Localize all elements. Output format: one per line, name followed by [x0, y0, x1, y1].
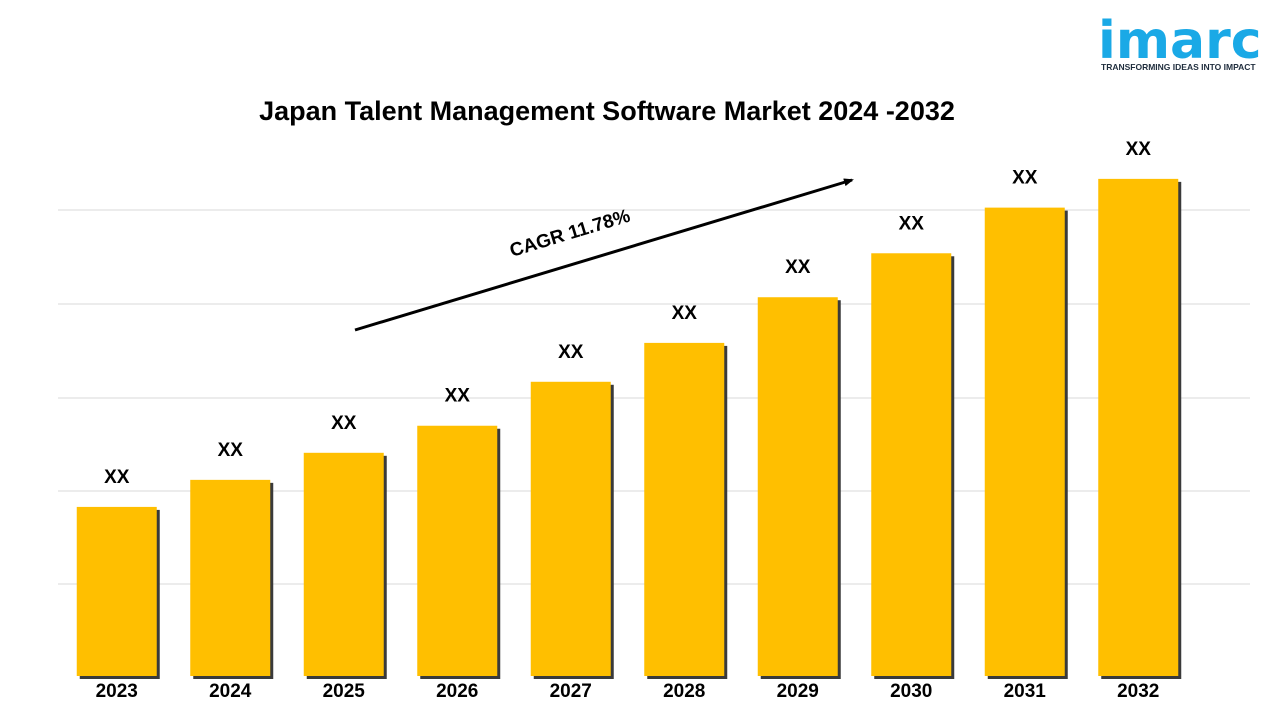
value-label-2030: XX — [899, 213, 925, 234]
bar-2027 — [530, 381, 611, 676]
bar-2030 — [871, 253, 952, 677]
x-tick-2031: 2031 — [1004, 681, 1047, 702]
bar-2024 — [190, 479, 271, 676]
bar-2032 — [1098, 178, 1179, 676]
x-tick-2026: 2026 — [436, 681, 478, 702]
bar-2031 — [984, 207, 1065, 677]
value-label-2023: XX — [104, 467, 130, 488]
logo-wordmark: imarc — [1098, 11, 1262, 71]
x-tick-2027: 2027 — [550, 681, 592, 702]
value-labels: XX XX XX XX XX XX XX XX XX XX — [104, 139, 1151, 488]
value-label-2027: XX — [558, 342, 584, 363]
value-label-2025: XX — [331, 413, 357, 434]
bar-2029 — [757, 297, 838, 676]
x-tick-2023: 2023 — [96, 681, 138, 702]
cagr-arrow — [354, 178, 854, 332]
x-tick-2032: 2032 — [1117, 681, 1159, 702]
bar-2026 — [417, 425, 498, 676]
chart-title: Japan Talent Management Software Market … — [259, 96, 955, 126]
value-label-2024: XX — [218, 440, 244, 461]
x-tick-2030: 2030 — [890, 681, 932, 702]
x-tick-2025: 2025 — [323, 681, 366, 702]
logo-tagline: TRANSFORMING IDEAS INTO IMPACT — [1101, 62, 1256, 72]
value-label-2026: XX — [445, 386, 471, 407]
value-label-2029: XX — [785, 257, 811, 278]
bars — [76, 178, 1182, 680]
bar-2025 — [303, 452, 384, 676]
x-axis-ticks: 2023 2024 2025 2026 2027 2028 2029 2030 2031 2032 — [96, 681, 1160, 702]
x-tick-2028: 2028 — [663, 681, 705, 702]
imarc-logo: imarc TRANSFORMING IDEAS INTO IMPACT — [1098, 11, 1262, 72]
x-tick-2029: 2029 — [777, 681, 819, 702]
value-label-2032: XX — [1126, 139, 1152, 160]
x-tick-2024: 2024 — [209, 681, 252, 702]
value-label-2028: XX — [672, 303, 698, 324]
bar-2028 — [644, 342, 725, 676]
value-label-2031: XX — [1012, 168, 1038, 189]
bar-2023 — [76, 506, 157, 676]
